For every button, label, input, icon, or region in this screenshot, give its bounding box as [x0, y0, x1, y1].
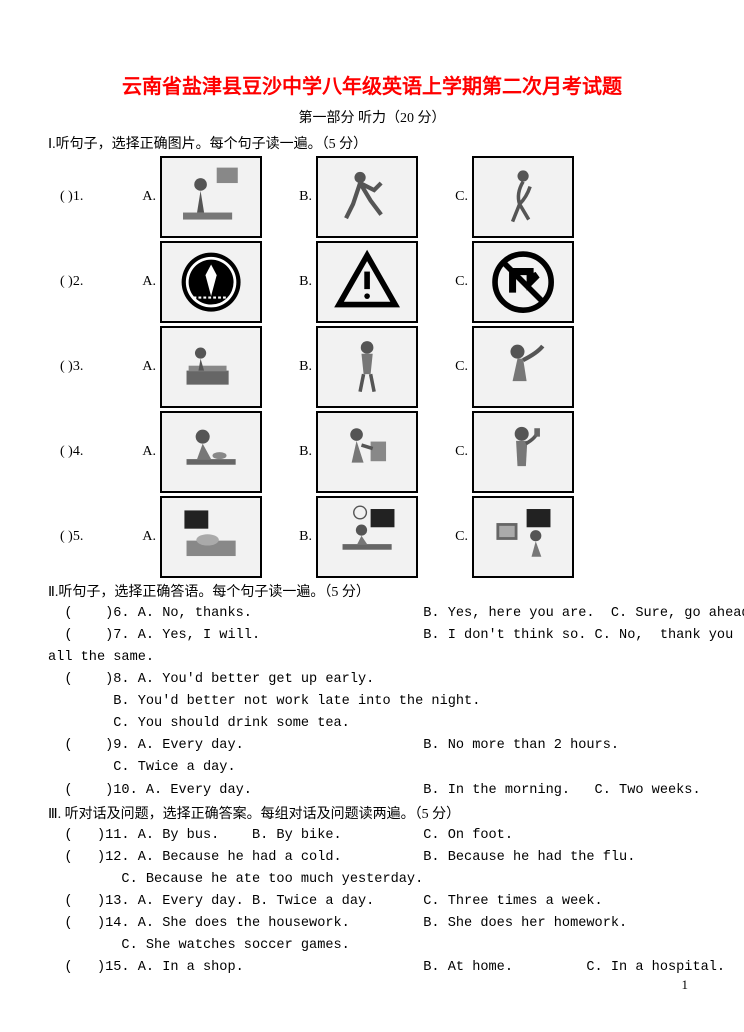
option-label: B.: [290, 529, 312, 545]
option-image: [316, 411, 418, 493]
option-label: C.: [446, 359, 468, 375]
section2-instruction: Ⅱ.听句子，选择正确答语。每个句子读一遍。（5 分）: [48, 581, 696, 601]
option-image: [472, 156, 574, 238]
option-image: [472, 496, 574, 578]
text-question-line: C. Because he ate too much yesterday.: [48, 869, 696, 890]
option-label: C.: [446, 189, 468, 205]
text-question-line: C. Twice a day.: [48, 757, 696, 778]
text-question-line: ( )15. A. In a shop. B. At home. C. In a…: [48, 957, 696, 978]
text-question-line: ( )10. A. Every day. B. In the morning. …: [48, 780, 696, 801]
text-question-line: ( )8. A. You'd better get up early.: [48, 669, 696, 690]
text-question-line: ( )7. A. Yes, I will. B. I don't think s…: [48, 625, 696, 646]
text-question-line: ( )6. A. No, thanks. B. Yes, here you ar…: [48, 603, 696, 624]
option-label: A.: [134, 189, 156, 205]
option-label: B.: [290, 189, 312, 205]
text-question-line: ( )13. A. Every day. B. Twice a day. C. …: [48, 891, 696, 912]
picture-question-row: ( )3. A. B. C.: [48, 326, 696, 408]
option-label: C.: [446, 444, 468, 460]
option-label: C.: [446, 529, 468, 545]
question-number: ( )3.: [48, 359, 134, 375]
picture-question-row: ( )2. A. B. C.: [48, 241, 696, 323]
text-question-line: C. You should drink some tea.: [48, 713, 696, 734]
option-image: [472, 241, 574, 323]
page-number: 1: [682, 977, 689, 993]
picture-question-row: ( )1. A. B. C.: [48, 156, 696, 238]
part-subtitle: 第一部分 听力（20 分）: [48, 107, 696, 127]
question-number: ( )5.: [48, 529, 134, 545]
option-image: [472, 326, 574, 408]
option-label: B.: [290, 274, 312, 290]
text-question-line: ( )9. A. Every day. B. No more than 2 ho…: [48, 735, 696, 756]
option-image: [316, 326, 418, 408]
option-image: [160, 496, 262, 578]
exam-title: 云南省盐津县豆沙中学八年级英语上学期第二次月考试题: [48, 70, 696, 99]
option-label: C.: [446, 274, 468, 290]
option-label: B.: [290, 359, 312, 375]
question-number: ( )2.: [48, 274, 134, 290]
text-question-line: ( )14. A. She does the housework. B. She…: [48, 913, 696, 934]
option-image: [472, 411, 574, 493]
question-number: ( )1.: [48, 189, 134, 205]
section3-instruction: Ⅲ. 听对话及问题，选择正确答案。每组对话及问题读两遍。（5 分）: [48, 803, 696, 823]
option-image: [160, 326, 262, 408]
question-number: ( )4.: [48, 444, 134, 460]
option-label: A.: [134, 274, 156, 290]
option-label: B.: [290, 444, 312, 460]
text-question-line: C. She watches soccer games.: [48, 935, 696, 956]
option-image: [316, 496, 418, 578]
text-question-line: ( )11. A. By bus. B. By bike. C. On foot…: [48, 825, 696, 846]
section1-instruction: Ⅰ.听句子，选择正确图片。每个句子读一遍。（5 分）: [48, 133, 696, 153]
option-image: [316, 156, 418, 238]
option-label: A.: [134, 359, 156, 375]
option-image: [160, 411, 262, 493]
option-label: A.: [134, 444, 156, 460]
picture-question-row: ( )4. A. B. C.: [48, 411, 696, 493]
option-image: [316, 241, 418, 323]
text-question-line: all the same.: [48, 647, 696, 668]
option-image: [160, 241, 262, 323]
text-question-line: ( )12. A. Because he had a cold. B. Beca…: [48, 847, 696, 868]
option-image: [160, 156, 262, 238]
picture-question-row: ( )5. A. B. C.: [48, 496, 696, 578]
text-question-line: B. You'd better not work late into the n…: [48, 691, 696, 712]
option-label: A.: [134, 529, 156, 545]
